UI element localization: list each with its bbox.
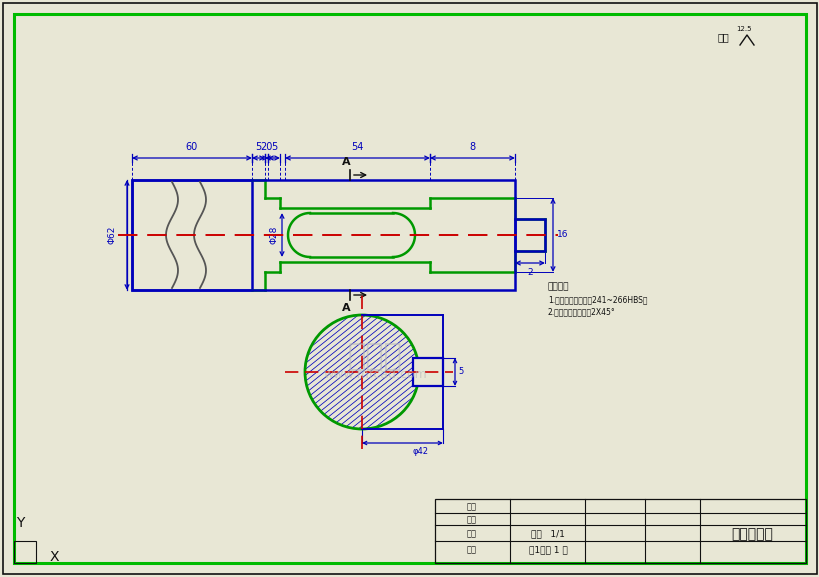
Text: A: A xyxy=(342,303,350,313)
Text: Φ62: Φ62 xyxy=(107,226,116,244)
Bar xyxy=(434,499,805,563)
Text: 5: 5 xyxy=(255,142,261,152)
Text: 5: 5 xyxy=(458,368,463,377)
Text: X: X xyxy=(49,550,59,564)
Text: 8: 8 xyxy=(468,142,475,152)
Text: 2.未注明倒角均倒角2X45°: 2.未注明倒角均倒角2X45° xyxy=(547,308,615,317)
Text: 60: 60 xyxy=(186,142,198,152)
Bar xyxy=(413,358,442,386)
Text: 校稿: 校稿 xyxy=(467,530,477,538)
Circle shape xyxy=(305,315,419,429)
Text: 54: 54 xyxy=(351,142,364,152)
Text: 审核: 审核 xyxy=(467,515,477,524)
Text: 1.调质处理，硬度为241~266HBS；: 1.调质处理，硬度为241~266HBS； xyxy=(547,295,647,305)
Text: 简题: 简题 xyxy=(467,545,477,554)
Bar xyxy=(132,180,514,290)
Text: Φ28: Φ28 xyxy=(269,226,278,244)
Text: 其余: 其余 xyxy=(717,32,729,42)
Text: 沐风网: 沐风网 xyxy=(347,343,402,372)
Text: 共1张第 1 张: 共1张第 1 张 xyxy=(528,545,567,554)
Bar xyxy=(132,180,251,290)
Text: φ42: φ42 xyxy=(412,447,428,456)
Text: www.mfcad.com: www.mfcad.com xyxy=(323,368,427,380)
Text: Y: Y xyxy=(16,516,24,530)
Text: 设计: 设计 xyxy=(467,503,477,511)
Text: 16: 16 xyxy=(556,230,568,239)
Text: 技术要求: 技术要求 xyxy=(547,283,569,291)
Bar xyxy=(514,219,545,251)
Text: 5: 5 xyxy=(270,142,277,152)
Text: 2: 2 xyxy=(527,268,532,277)
Text: A: A xyxy=(342,157,350,167)
Bar xyxy=(14,541,36,563)
Text: 比例   1/1: 比例 1/1 xyxy=(531,530,564,538)
Text: 12.5: 12.5 xyxy=(735,26,751,32)
Text: 矩形花键轴: 矩形花键轴 xyxy=(731,527,772,541)
Text: 20: 20 xyxy=(260,142,273,152)
